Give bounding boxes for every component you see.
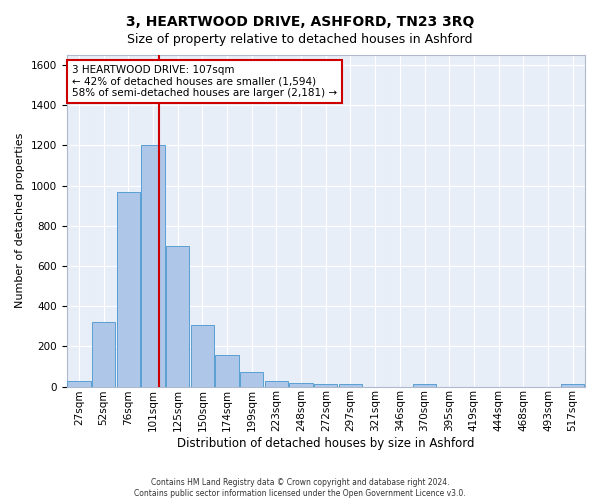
Bar <box>67 380 91 386</box>
Text: Size of property relative to detached houses in Ashford: Size of property relative to detached ho… <box>127 32 473 46</box>
Bar <box>314 384 337 386</box>
Text: 3, HEARTWOOD DRIVE, ASHFORD, TN23 3RQ: 3, HEARTWOOD DRIVE, ASHFORD, TN23 3RQ <box>126 15 474 29</box>
Bar <box>116 192 140 386</box>
Bar <box>339 384 362 386</box>
Text: 3 HEARTWOOD DRIVE: 107sqm
← 42% of detached houses are smaller (1,594)
58% of se: 3 HEARTWOOD DRIVE: 107sqm ← 42% of detac… <box>72 65 337 98</box>
Bar <box>561 384 584 386</box>
Bar <box>240 372 263 386</box>
Bar <box>92 322 115 386</box>
Bar <box>141 146 164 386</box>
Bar <box>289 382 313 386</box>
X-axis label: Distribution of detached houses by size in Ashford: Distribution of detached houses by size … <box>177 437 475 450</box>
Bar <box>413 384 436 386</box>
Text: Contains HM Land Registry data © Crown copyright and database right 2024.
Contai: Contains HM Land Registry data © Crown c… <box>134 478 466 498</box>
Bar <box>166 246 190 386</box>
Y-axis label: Number of detached properties: Number of detached properties <box>15 133 25 308</box>
Bar <box>265 380 288 386</box>
Bar <box>191 326 214 386</box>
Bar <box>215 356 239 386</box>
